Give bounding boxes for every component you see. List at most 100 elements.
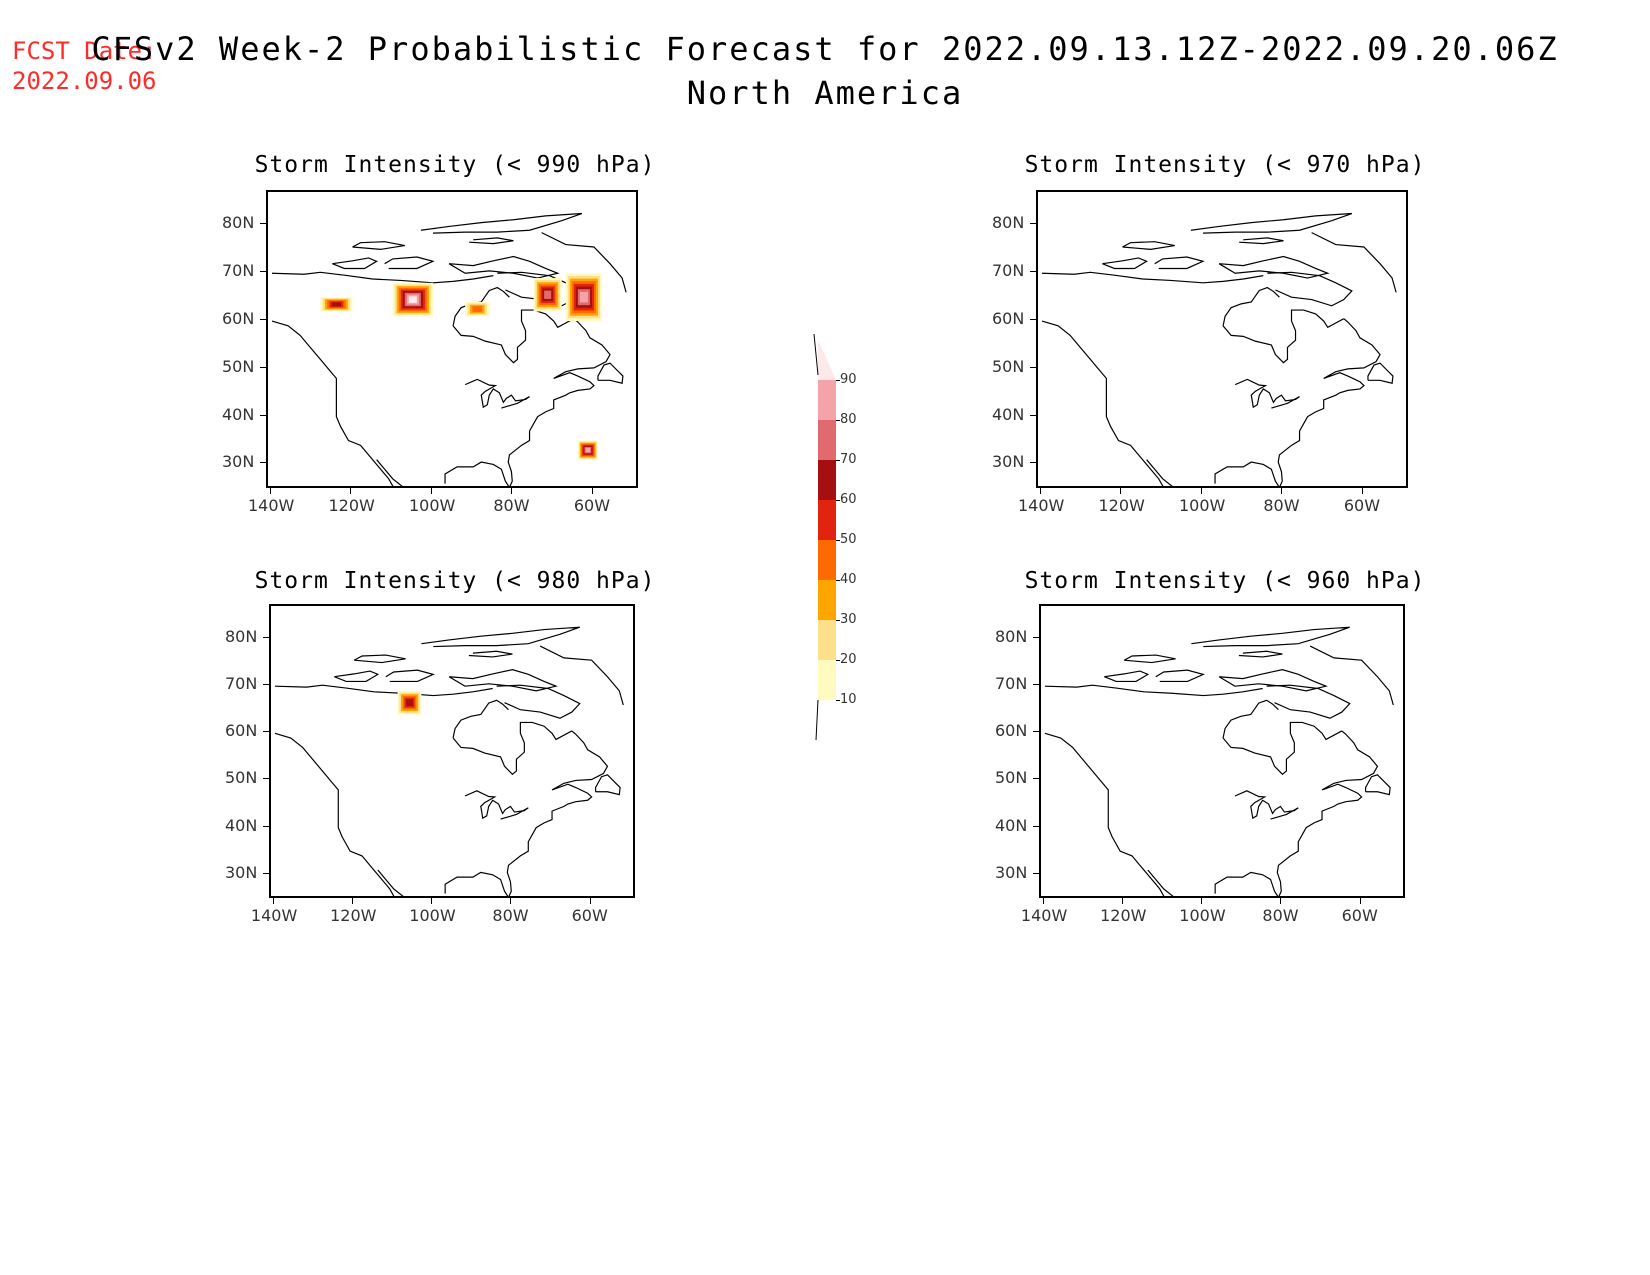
probability-cell — [406, 699, 413, 707]
colorbar-tick — [836, 660, 840, 661]
lon-tick-mark — [511, 488, 513, 494]
colorbar-tick — [836, 460, 840, 461]
coastline-segment — [1123, 654, 1176, 664]
coastline-segment — [448, 255, 560, 279]
colorbar-label: 50 — [840, 532, 857, 547]
lon-tick-mark — [272, 898, 274, 904]
lon-tick-label: 100W — [1179, 906, 1226, 925]
lat-tick-mark — [260, 366, 266, 368]
coastline-segment — [1041, 320, 1168, 494]
coastline-segment — [1222, 309, 1345, 364]
colorbar-tick — [836, 380, 840, 381]
colorbar-swatch — [818, 460, 836, 500]
probability-cell — [408, 296, 417, 303]
lat-tick-label: 60N — [225, 721, 258, 741]
lat-tick-label: 80N — [222, 213, 255, 233]
lat-tick-label: 50N — [995, 768, 1028, 788]
lat-tick-mark — [263, 684, 269, 686]
coastline-segment — [1191, 626, 1350, 648]
lat-tick-label: 30N — [995, 862, 1028, 882]
lat-tick-mark — [263, 872, 269, 874]
colorbar-top-arrow — [813, 333, 819, 376]
coastline-segment — [541, 232, 627, 293]
lon-tick-mark — [1201, 898, 1203, 904]
lon-tick-mark — [589, 898, 591, 904]
lat-tick-label: 50N — [992, 356, 1025, 376]
colorbar-swatch — [818, 580, 836, 620]
probability-cell — [585, 447, 591, 453]
map-panel-990 — [266, 190, 638, 503]
lon-tick-label: 80W — [1262, 906, 1299, 925]
coastline-990 — [271, 212, 627, 503]
colorbar-label: 90 — [840, 372, 857, 387]
lon-tick-mark — [270, 488, 271, 494]
coastline-970 — [1041, 212, 1397, 503]
coastline-980 — [274, 626, 624, 913]
panel-title-980: Storm Intensity (< 980 hPa) — [254, 568, 656, 594]
lat-tick-label: 40N — [995, 815, 1028, 835]
lat-tick-mark — [263, 778, 269, 780]
lat-tick-label: 30N — [222, 452, 255, 472]
coastline-segment — [444, 730, 609, 899]
map-panel-980 — [269, 604, 635, 913]
coastline-segment — [1266, 684, 1351, 719]
fcst-date-value: 2022.09.06 — [12, 67, 157, 95]
lon-tick-mark — [1200, 488, 1202, 494]
lat-tick-mark — [263, 731, 269, 733]
lon-tick-label: 60W — [1343, 496, 1381, 515]
lon-tick-mark — [1281, 488, 1283, 494]
lat-tick-label: 70N — [995, 674, 1028, 694]
coastline-segment — [334, 670, 380, 683]
lon-tick-mark — [1122, 898, 1124, 904]
page-subtitle: North America — [686, 74, 964, 112]
coastline-segment — [420, 212, 583, 234]
coastline-segment — [352, 241, 405, 250]
lat-tick-mark — [260, 462, 266, 464]
map-svg-970 — [1041, 212, 1397, 503]
coastline-segment — [1234, 378, 1300, 409]
lat-tick-mark — [1030, 319, 1036, 321]
page-title: CFSv2 Week-2 Probabilistic Forecast for … — [91, 30, 1559, 68]
colorbar-tick — [836, 620, 840, 621]
coastline-segment — [448, 669, 558, 692]
lat-tick-label: 30N — [225, 862, 258, 882]
lon-tick-label: 120W — [1100, 906, 1147, 925]
coastline-segment — [1218, 669, 1328, 692]
colorbar-swatch — [818, 380, 836, 420]
probability-cell — [544, 290, 552, 299]
lon-tick-mark — [591, 488, 593, 494]
colorbar-label: 60 — [840, 492, 857, 507]
colorbar-swatch — [818, 500, 836, 540]
coastline-segment — [1311, 232, 1397, 293]
lon-tick-label: 100W — [409, 906, 456, 925]
lat-tick-mark — [1030, 462, 1036, 464]
lon-tick-label: 60W — [573, 496, 611, 515]
coastline-segment — [1041, 271, 1264, 284]
colorbar-label: 70 — [840, 452, 857, 467]
lat-tick-mark — [1033, 778, 1039, 780]
lat-tick-label: 60N — [995, 721, 1028, 741]
fcst-date-label: FCST Date: — [12, 37, 157, 65]
lat-tick-mark — [260, 223, 266, 225]
colorbar-label: 80 — [840, 412, 857, 427]
coastline-segment — [464, 790, 529, 820]
lat-tick-mark — [1030, 271, 1036, 273]
lon-tick-label: 140W — [1020, 906, 1068, 925]
coastline-segment — [1147, 869, 1185, 913]
lon-tick-label: 60W — [571, 906, 608, 925]
coastline-segment — [385, 669, 436, 683]
lon-tick-label: 120W — [1098, 496, 1145, 515]
lon-tick-mark — [1361, 488, 1363, 494]
lat-tick-mark — [1030, 366, 1036, 368]
lat-tick-label: 80N — [995, 627, 1028, 646]
lon-tick-label: 80W — [493, 496, 530, 515]
lat-tick-mark — [260, 414, 266, 416]
colorbar-swatch — [818, 540, 836, 580]
coastline-segment — [274, 732, 399, 904]
lon-tick-label: 60W — [1341, 906, 1378, 925]
coastline-segment — [1154, 256, 1205, 270]
colorbar-bottom-arrow — [815, 699, 819, 740]
coastline-segment — [332, 257, 378, 270]
lon-tick-label: 80W — [1263, 496, 1300, 515]
lat-tick-mark — [1033, 872, 1039, 874]
